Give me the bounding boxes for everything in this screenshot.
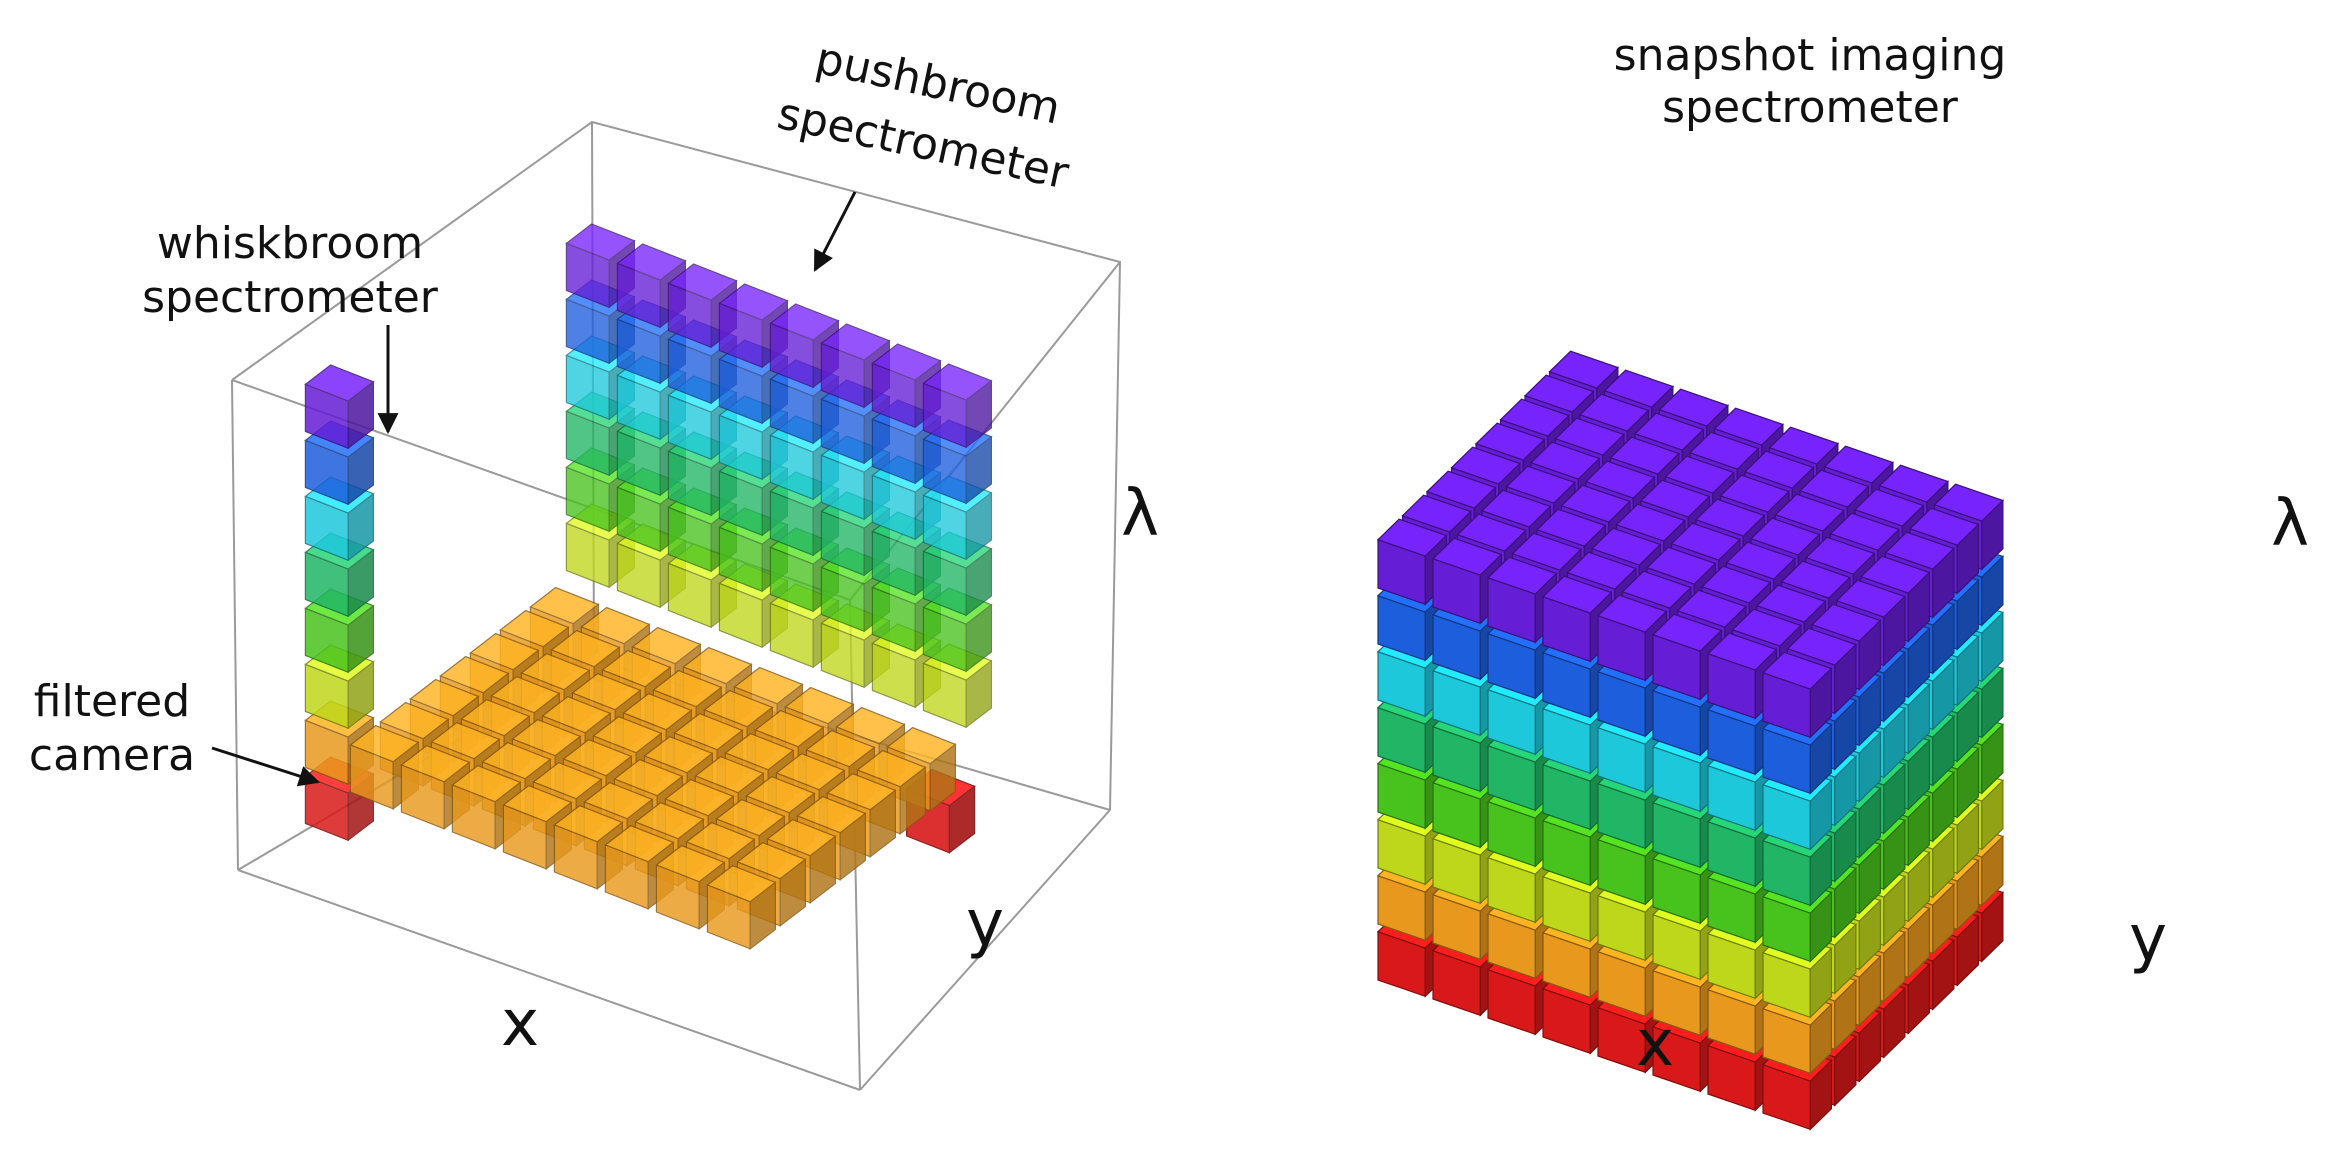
whiskbroom-voxel (304, 364, 375, 450)
snapshot-voxel (1761, 651, 1833, 739)
whiskbroom-label-line2: spectrometer (142, 272, 439, 323)
right-axis-y: y (2129, 902, 2167, 976)
right-axis-x: x (1636, 1007, 1674, 1081)
filtered-camera-voxel (706, 864, 777, 951)
filtered-label-line2: camera (29, 730, 195, 781)
filtered-camera-voxel (553, 804, 624, 891)
right-voxel-cubes (1376, 350, 2005, 1131)
right-panel-snapshot: snapshot imaging spectrometer x y λ (1376, 30, 2309, 1131)
filtered-camera-voxel (655, 844, 726, 931)
filtered-arrow (211, 746, 320, 787)
left-axis-y: y (966, 887, 1004, 961)
snapshot-voxel (1651, 613, 1723, 701)
snapshot-voxel (1761, 819, 1833, 907)
left-voxel-cubes (304, 223, 993, 951)
snapshot-title-line1: snapshot imaging (1614, 30, 2007, 81)
whiskbroom-label-line1: whiskbroom (157, 218, 423, 269)
left-axis-x: x (501, 987, 539, 1061)
pushbroom-voxel (922, 363, 993, 449)
left-panel-acquisition-modes: pushbroom spectrometer whiskbroom spectr… (29, 33, 1159, 1091)
pushbroom-arrow (813, 191, 857, 272)
filtered-label-line1: filtered (34, 676, 190, 727)
right-axis-lambda: λ (2271, 487, 2309, 561)
snapshot-title-line2: spectrometer (1662, 82, 1959, 133)
left-axis-lambda: λ (1121, 477, 1159, 551)
